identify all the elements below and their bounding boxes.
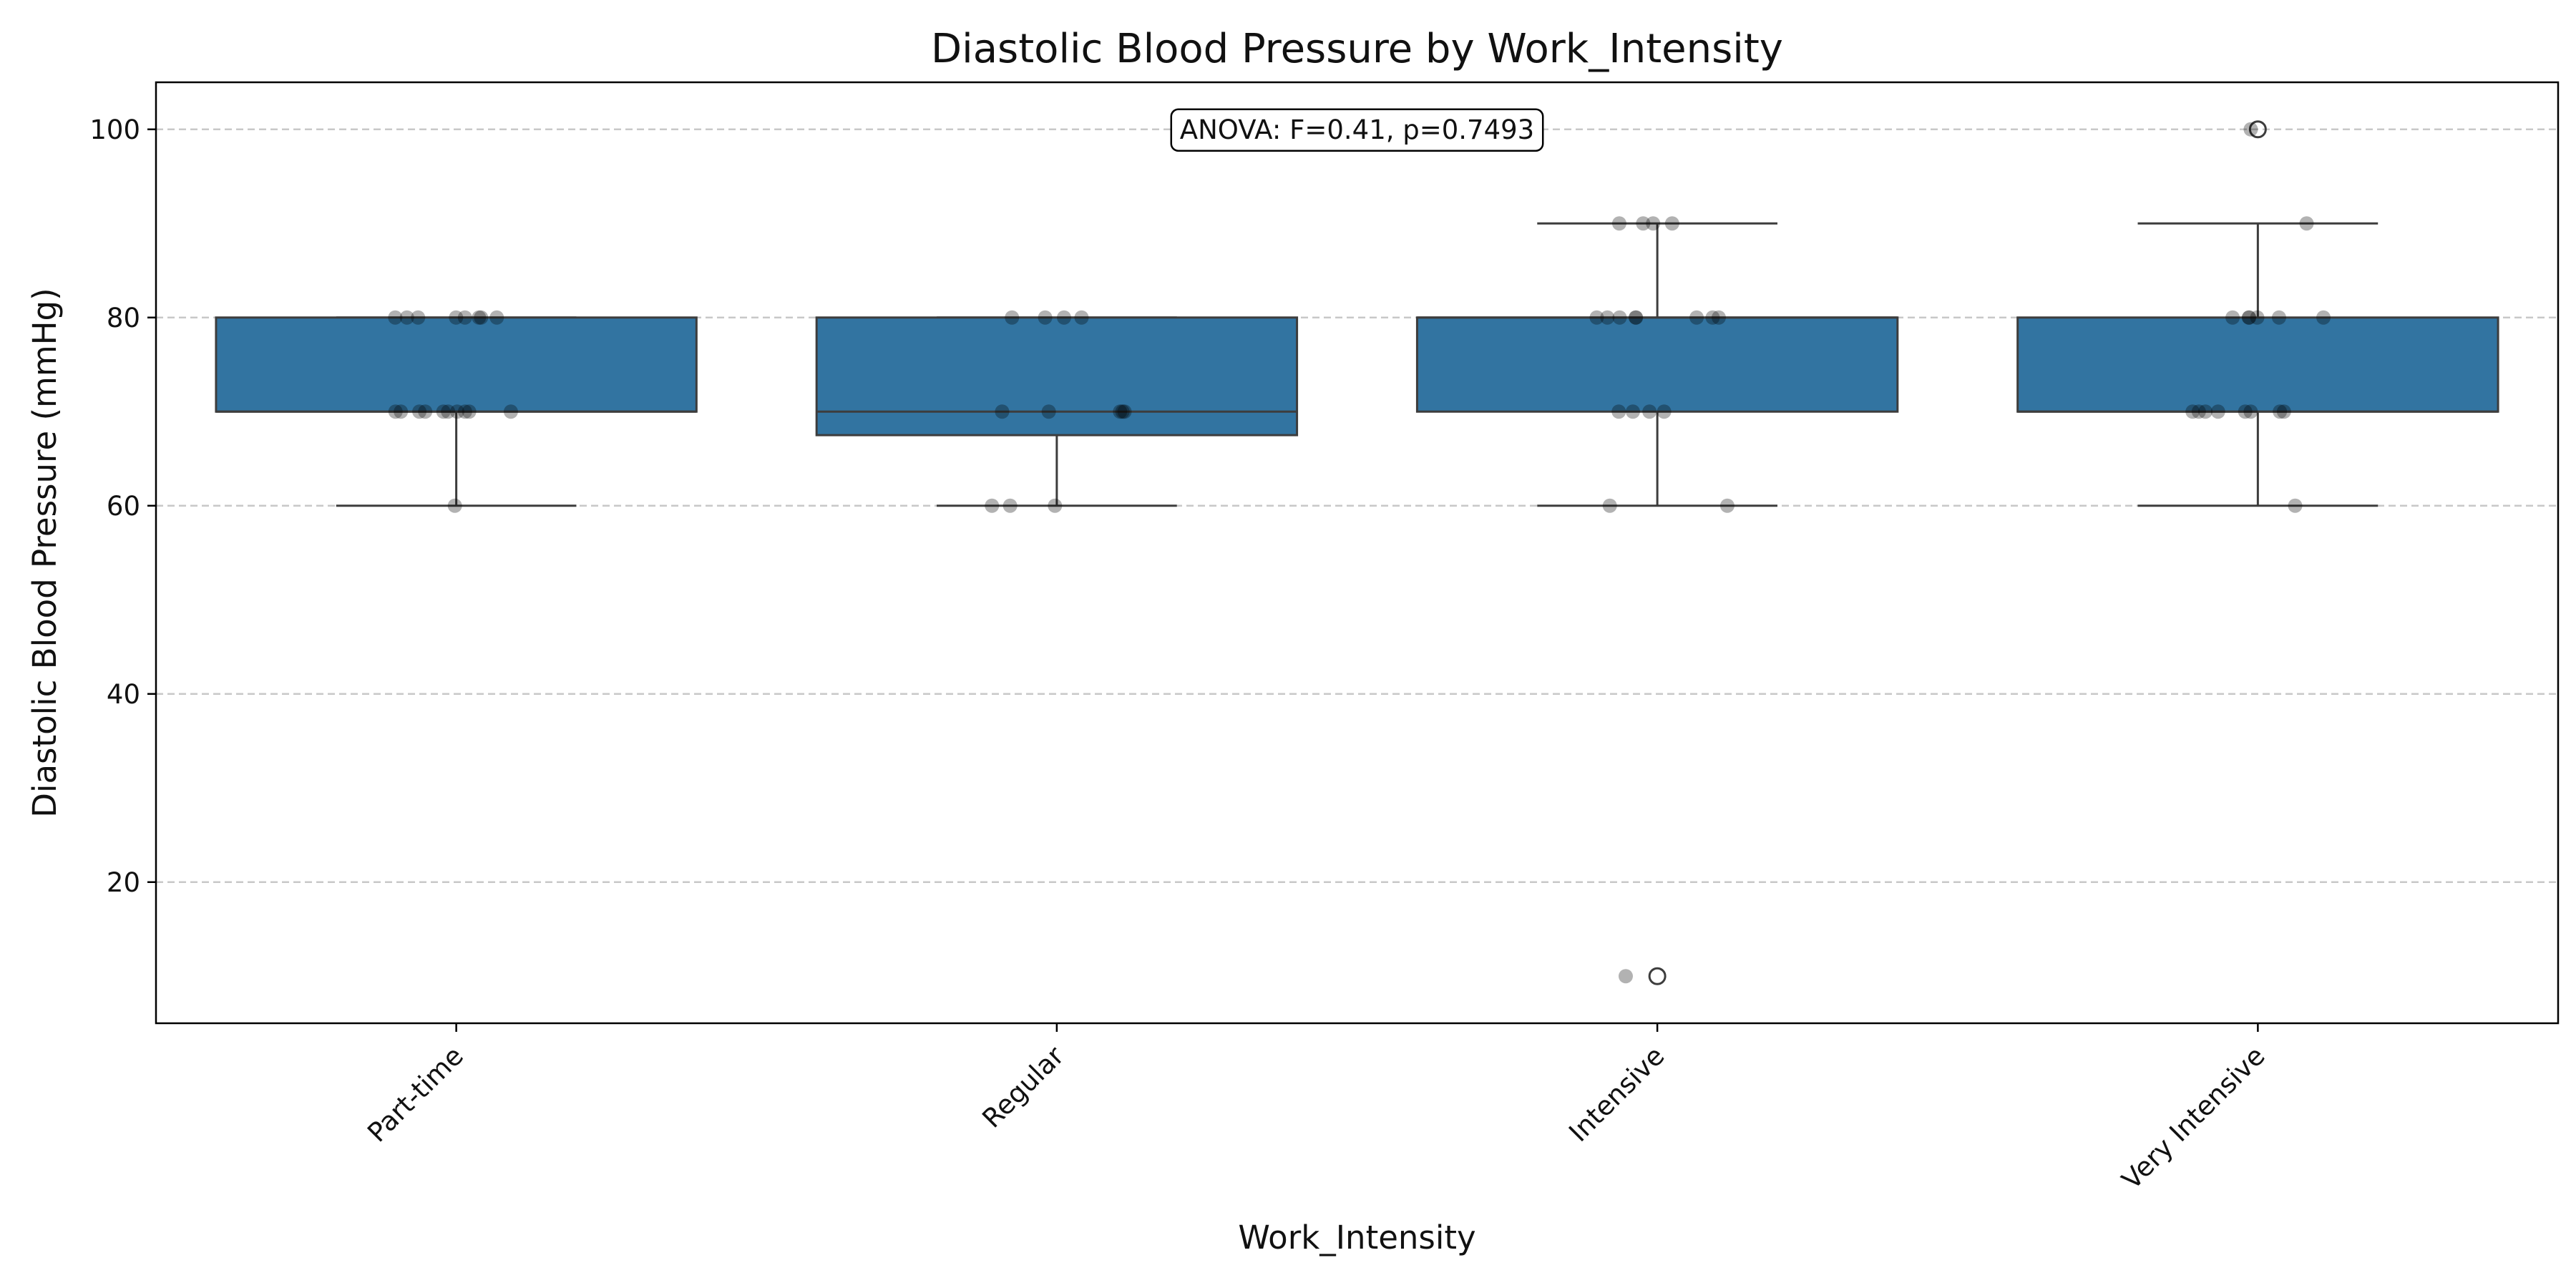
strip-point (449, 310, 464, 325)
iqr-box (815, 316, 1299, 436)
annotation-text: ANOVA: F=0.41, p=0.7493 (1180, 114, 1534, 145)
y-tick-label: 80 (107, 303, 140, 333)
y-tick-label: 40 (107, 679, 140, 710)
strip-point (2243, 404, 2258, 419)
strip-point (449, 404, 464, 419)
strip-point (474, 310, 489, 325)
plot-area-frame (155, 81, 2560, 1025)
x-axis-label: Work_Intensity (1238, 1219, 1475, 1257)
strip-point (2271, 310, 2286, 325)
strip-point (2316, 310, 2331, 325)
strip-point (2185, 404, 2200, 419)
strip-points (388, 122, 2331, 984)
strip-point (394, 404, 409, 419)
strip-point (1618, 969, 1633, 984)
strip-point (1611, 404, 1626, 419)
strip-point (462, 404, 477, 419)
strip-point (489, 310, 504, 325)
strip-point (1719, 498, 1735, 513)
strip-point (1625, 404, 1640, 419)
boxes (215, 120, 2499, 985)
strip-point (1642, 404, 1657, 419)
strip-point (447, 498, 462, 513)
strip-point (1689, 310, 1704, 325)
strip-point (2288, 498, 2303, 513)
box-0 (215, 316, 698, 507)
iqr-box (1415, 316, 1899, 413)
strip-point (2225, 310, 2240, 325)
box-2 (1415, 222, 1899, 985)
strip-point (1589, 310, 1604, 325)
iqr-box (215, 316, 698, 413)
y-axis-label: Diastolic Blood Pressure (mmHg) (26, 288, 64, 817)
strip-point (1705, 310, 1720, 325)
strip-point (1602, 498, 1617, 513)
strip-point (1048, 498, 1063, 513)
strip-point (457, 310, 472, 325)
strip-point (2250, 310, 2265, 325)
y-tick-label: 20 (107, 867, 140, 898)
strip-point (441, 404, 456, 419)
strip-point (503, 404, 518, 419)
y-tick-label: 60 (107, 491, 140, 522)
strip-point (2198, 404, 2213, 419)
strip-point (1038, 310, 1053, 325)
box-3 (2016, 120, 2499, 507)
strip-point (436, 404, 451, 419)
strip-point (411, 310, 426, 325)
annotation-box (1170, 108, 1544, 152)
strip-point (2273, 404, 2288, 419)
strip-point (2241, 310, 2256, 325)
strip-point (2210, 404, 2225, 419)
strip-point (1117, 404, 1132, 419)
strip-point (388, 404, 403, 419)
y-tick-label: 100 (89, 114, 140, 145)
strip-point (1646, 216, 1661, 231)
strip-point (2191, 404, 2206, 419)
strip-point (985, 498, 1000, 513)
strip-point (1005, 310, 1020, 325)
strip-point (1657, 404, 1672, 419)
strip-point (2242, 310, 2257, 325)
strip-point (1002, 498, 1018, 513)
strip-point (1711, 310, 1726, 325)
strip-point (1636, 216, 1651, 231)
strip-point (1113, 404, 1128, 419)
strip-point (388, 310, 403, 325)
strip-point (2299, 216, 2314, 231)
strip-point (2276, 404, 2291, 419)
strip-point (1629, 310, 1644, 325)
strip-point (1611, 216, 1626, 231)
strip-point (995, 404, 1010, 419)
chart-title: Diastolic Blood Pressure by Work_Intensi… (931, 26, 1783, 72)
outlier-marker (1648, 967, 1667, 985)
anova-annotation: ANOVA: F=0.41, p=0.7493 (1170, 108, 1544, 152)
iqr-box (2016, 316, 2499, 413)
strip-point (1628, 310, 1643, 325)
strip-point (418, 404, 433, 419)
strip-point (1057, 310, 1072, 325)
strip-point (1664, 216, 1679, 231)
strip-point (1600, 310, 1615, 325)
strip-point (1115, 404, 1130, 419)
strip-point (412, 404, 427, 419)
strip-point (399, 310, 414, 325)
strip-point (1074, 310, 1089, 325)
strip-point (2238, 404, 2253, 419)
strip-point (1041, 404, 1056, 419)
strip-point (1612, 310, 1627, 325)
strip-point (472, 310, 487, 325)
outlier-marker (2248, 120, 2267, 139)
box-1 (815, 316, 1299, 507)
strip-point (457, 404, 472, 419)
strip-point (2243, 122, 2258, 137)
